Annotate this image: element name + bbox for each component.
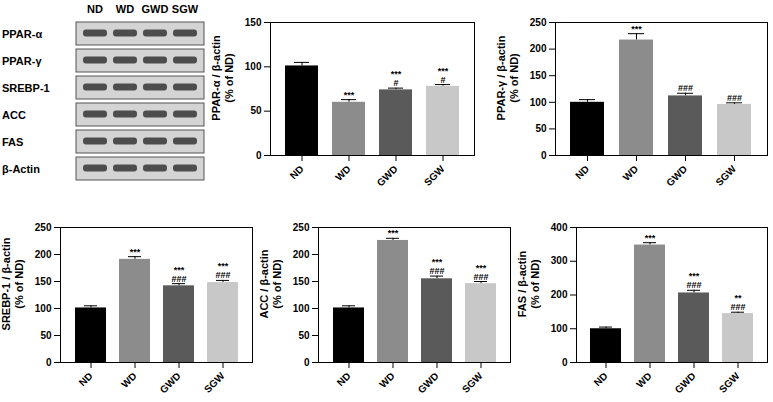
svg-text:GWD: GWD bbox=[158, 370, 183, 395]
svg-text:###: ### bbox=[727, 93, 742, 103]
svg-text:0: 0 bbox=[541, 150, 547, 161]
svg-text:150: 150 bbox=[35, 276, 52, 287]
svg-text:WD: WD bbox=[333, 163, 353, 183]
svg-text:400: 400 bbox=[551, 222, 568, 233]
html-text:SREBP-1 / β-actin: SREBP-1 / β-actin bbox=[0, 237, 12, 330]
svg-text:***###: ***### bbox=[473, 263, 488, 282]
svg-text:SGW: SGW bbox=[202, 370, 227, 395]
svg-text:0: 0 bbox=[304, 357, 310, 368]
svg-text:SGW: SGW bbox=[717, 370, 742, 395]
svg-text:50: 50 bbox=[535, 123, 547, 134]
svg-text:200: 200 bbox=[530, 43, 547, 54]
svg-text:***###: ***### bbox=[429, 257, 444, 276]
svg-text:250: 250 bbox=[35, 222, 52, 233]
svg-text:100: 100 bbox=[35, 303, 52, 314]
svg-text:100: 100 bbox=[293, 303, 310, 314]
svg-text:***: *** bbox=[645, 233, 656, 243]
svg-text:***###: ***### bbox=[686, 271, 701, 290]
svg-text:***#: ***# bbox=[391, 69, 402, 88]
html-text:ACC / β-actin: ACC / β-actin bbox=[258, 249, 270, 318]
svg-text:GWD: GWD bbox=[416, 370, 441, 395]
html-text:PPAR-α / β-actin: PPAR-α / β-actin bbox=[210, 34, 222, 121]
html-text:(% of ND): (% of ND) bbox=[13, 258, 25, 309]
html-text:(% of ND): (% of ND) bbox=[529, 258, 541, 309]
svg-text:SGW: SGW bbox=[714, 163, 739, 188]
svg-text:ND: ND bbox=[573, 163, 591, 181]
svg-text:SGW: SGW bbox=[172, 3, 199, 15]
svg-text:***#: ***# bbox=[438, 66, 449, 85]
svg-text:ND: ND bbox=[77, 370, 95, 388]
svg-text:ND: ND bbox=[87, 3, 103, 15]
svg-text:ND: ND bbox=[335, 370, 353, 388]
svg-text:WD: WD bbox=[621, 163, 641, 183]
svg-text:GWD: GWD bbox=[375, 163, 400, 188]
html-text:(% of ND): (% of ND) bbox=[271, 258, 283, 309]
svg-text:WD: WD bbox=[634, 370, 654, 390]
svg-text:ND: ND bbox=[288, 163, 306, 181]
svg-text:150: 150 bbox=[530, 70, 547, 81]
svg-text:###: ### bbox=[678, 83, 693, 93]
svg-text:250: 250 bbox=[293, 222, 310, 233]
svg-text:100: 100 bbox=[245, 61, 262, 72]
svg-text:GWD: GWD bbox=[142, 3, 169, 15]
svg-text:50: 50 bbox=[250, 105, 262, 116]
svg-text:200: 200 bbox=[293, 249, 310, 260]
svg-text:100: 100 bbox=[530, 97, 547, 108]
svg-text:200: 200 bbox=[35, 249, 52, 260]
svg-text:150: 150 bbox=[245, 17, 262, 28]
svg-text:ND: ND bbox=[592, 370, 610, 388]
svg-text:***: *** bbox=[344, 90, 355, 100]
svg-text:0: 0 bbox=[562, 357, 568, 368]
svg-text:100: 100 bbox=[551, 323, 568, 334]
svg-text:***###: ***### bbox=[171, 265, 186, 284]
svg-text:SGW: SGW bbox=[422, 163, 447, 188]
svg-text:150: 150 bbox=[293, 276, 310, 287]
svg-text:PPAR-α: PPAR-α bbox=[2, 28, 42, 40]
svg-text:ACC: ACC bbox=[2, 109, 26, 121]
svg-text:**###: **### bbox=[730, 293, 745, 312]
svg-text:GWD: GWD bbox=[664, 163, 689, 188]
svg-text:WD: WD bbox=[377, 370, 397, 390]
svg-text:50: 50 bbox=[298, 330, 310, 341]
svg-text:GWD: GWD bbox=[673, 370, 698, 395]
svg-text:***: *** bbox=[130, 247, 141, 257]
svg-text:SGW: SGW bbox=[460, 370, 485, 395]
html-text:FAS / β-actin: FAS / β-actin bbox=[516, 250, 528, 317]
svg-text:***###: ***### bbox=[215, 261, 230, 280]
svg-text:PPAR-γ: PPAR-γ bbox=[2, 55, 42, 67]
html-text:PPAR-γ / β-actin: PPAR-γ / β-actin bbox=[495, 35, 507, 120]
svg-text:WD: WD bbox=[119, 370, 139, 390]
svg-text:300: 300 bbox=[551, 255, 568, 266]
svg-text:250: 250 bbox=[530, 17, 547, 28]
svg-text:***: *** bbox=[631, 24, 642, 34]
svg-text:SREBP-1: SREBP-1 bbox=[2, 82, 50, 94]
svg-text:200: 200 bbox=[551, 289, 568, 300]
svg-text:***: *** bbox=[388, 228, 399, 238]
svg-text:FAS: FAS bbox=[2, 136, 23, 148]
svg-text:WD: WD bbox=[116, 3, 134, 15]
svg-text:0: 0 bbox=[256, 150, 262, 161]
svg-text:β-Actin: β-Actin bbox=[2, 163, 40, 175]
html-text:(% of ND): (% of ND) bbox=[508, 52, 520, 103]
html-text:(% of ND): (% of ND) bbox=[223, 52, 235, 103]
svg-text:50: 50 bbox=[40, 330, 52, 341]
svg-text:0: 0 bbox=[46, 357, 52, 368]
